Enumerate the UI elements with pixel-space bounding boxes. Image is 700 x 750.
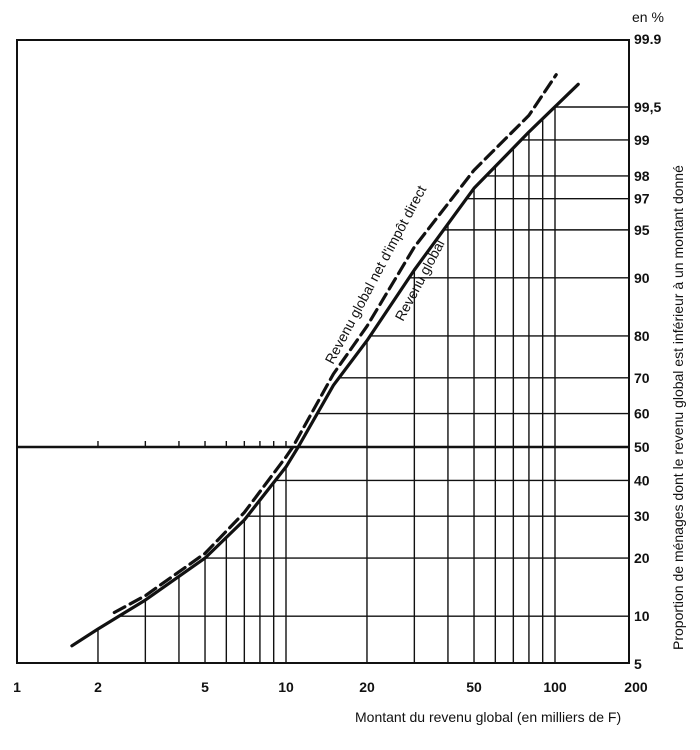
x-tick-label: 1 [13, 679, 21, 695]
y-tick-label: 5 [634, 656, 642, 672]
y-tick-label: 98 [634, 168, 650, 184]
y-tick-label: 80 [634, 328, 650, 344]
x-tick-label: 10 [278, 679, 294, 695]
x-tick-label: 5 [201, 679, 209, 695]
series-label-solid: Revenu global [392, 237, 448, 324]
plot-frame [16, 39, 630, 664]
y-unit-label: en % [632, 9, 664, 25]
y-tick-label: 99.9 [634, 31, 661, 47]
y-tick-label: 70 [634, 370, 650, 386]
x-tick-label: 2 [94, 679, 102, 695]
y-tick-label: 20 [634, 550, 650, 566]
y-tick-label: 99,5 [634, 99, 661, 115]
y-tick-label: 30 [634, 508, 650, 524]
y-tick-label: 10 [634, 608, 650, 624]
y-tick-label: 95 [634, 222, 650, 238]
x-tick-label: 100 [543, 679, 567, 695]
y-tick-label: 97 [634, 191, 650, 207]
x-tick-label: 20 [359, 679, 375, 695]
x-axis-label: Montant du revenu global (en milliers de… [355, 709, 621, 725]
series-line-solid [70, 82, 580, 648]
y-tick-labels: 99.9 99,5 99 98 97 95 90 80 70 60 50 40 30 20 10 5 [634, 31, 661, 672]
curves [70, 73, 580, 648]
y-tick-label: 50 [634, 439, 650, 455]
y-tick-label: 90 [634, 270, 650, 286]
x-tick-labels: 1 2 5 10 20 50 100 200 [13, 679, 648, 695]
grid [17, 106, 629, 663]
y-tick-label: 60 [634, 406, 650, 422]
x-tick-label: 200 [624, 679, 648, 695]
series-line-dashed [112, 73, 558, 615]
y-tick-label: 99 [634, 132, 650, 148]
y-axis-label: Proportion de ménages dont le revenu glo… [670, 165, 686, 650]
x-tick-label: 50 [466, 679, 482, 695]
y-tick-label: 40 [634, 472, 650, 488]
